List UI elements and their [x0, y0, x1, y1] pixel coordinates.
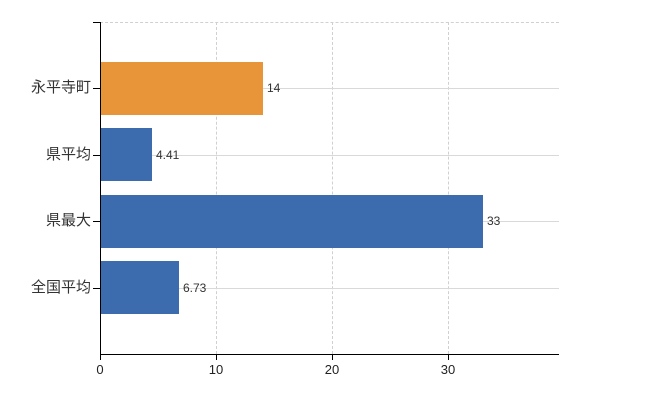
x-tick-label: 0 [96, 362, 104, 377]
value-label: 4.41 [156, 148, 180, 162]
bar [101, 261, 179, 314]
y-axis-tick [93, 155, 100, 156]
gridline-vertical [216, 22, 217, 354]
x-tick-label: 20 [324, 362, 340, 377]
x-axis-tick [216, 355, 217, 360]
y-axis-tick [93, 88, 100, 89]
gridline-horizontal [100, 155, 559, 156]
bar [101, 62, 263, 115]
x-tick-label: 30 [440, 362, 456, 377]
x-tick-label: 10 [208, 362, 224, 377]
category-label: 県最大 [45, 212, 91, 229]
gridline-vertical [448, 22, 449, 354]
value-label: 6.73 [183, 281, 207, 295]
y-axis-tick [93, 22, 100, 23]
x-axis-tick [100, 355, 101, 360]
bar [101, 128, 152, 181]
plot-top-border [100, 22, 559, 23]
category-label: 県平均 [45, 146, 91, 163]
x-axis-line [100, 354, 559, 355]
category-label: 全国平均 [30, 279, 91, 296]
value-label: 14 [267, 81, 281, 95]
gridline-vertical [332, 22, 333, 354]
y-axis-tick [93, 288, 100, 289]
y-axis-line [100, 22, 101, 354]
gridline-horizontal [100, 88, 559, 89]
x-axis-tick [332, 355, 333, 360]
value-label: 33 [487, 214, 501, 228]
bar [101, 195, 483, 248]
gridline-horizontal [100, 288, 559, 289]
y-axis-tick [93, 221, 100, 222]
x-axis-tick [448, 355, 449, 360]
category-label: 永平寺町 [30, 79, 91, 96]
